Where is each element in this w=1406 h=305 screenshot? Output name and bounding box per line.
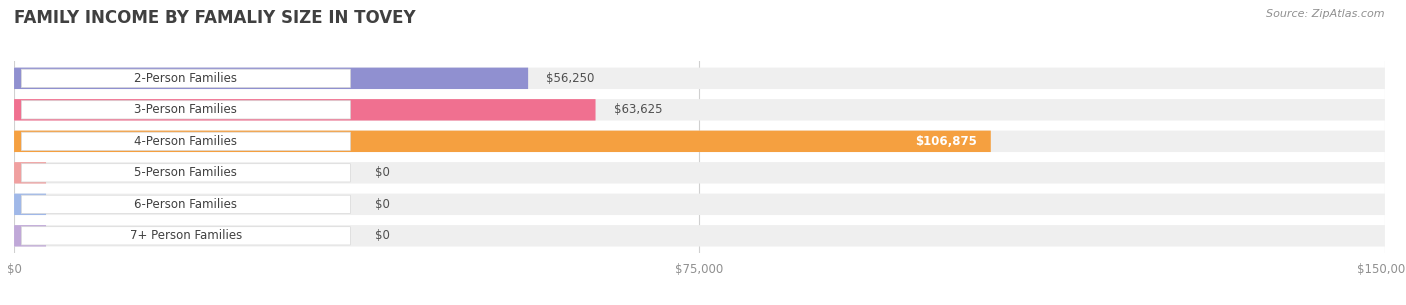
FancyBboxPatch shape [21, 69, 350, 88]
FancyBboxPatch shape [21, 227, 350, 245]
Text: $63,625: $63,625 [614, 103, 662, 116]
FancyBboxPatch shape [14, 99, 1385, 120]
FancyBboxPatch shape [14, 131, 991, 152]
FancyBboxPatch shape [14, 99, 596, 120]
FancyBboxPatch shape [14, 162, 46, 184]
FancyBboxPatch shape [21, 132, 350, 150]
FancyBboxPatch shape [14, 225, 46, 246]
Text: $0: $0 [375, 166, 389, 179]
Text: FAMILY INCOME BY FAMALIY SIZE IN TOVEY: FAMILY INCOME BY FAMALIY SIZE IN TOVEY [14, 9, 416, 27]
Text: 5-Person Families: 5-Person Families [135, 166, 238, 179]
Text: 2-Person Families: 2-Person Families [135, 72, 238, 85]
FancyBboxPatch shape [14, 194, 46, 215]
Text: 7+ Person Families: 7+ Person Families [129, 229, 242, 242]
Text: 3-Person Families: 3-Person Families [135, 103, 238, 116]
FancyBboxPatch shape [14, 225, 1385, 246]
FancyBboxPatch shape [14, 68, 1385, 89]
Text: $0: $0 [375, 229, 389, 242]
FancyBboxPatch shape [14, 131, 1385, 152]
Text: $106,875: $106,875 [915, 135, 977, 148]
Text: 6-Person Families: 6-Person Families [135, 198, 238, 211]
Text: $0: $0 [375, 198, 389, 211]
Text: Source: ZipAtlas.com: Source: ZipAtlas.com [1267, 9, 1385, 19]
Text: 4-Person Families: 4-Person Families [135, 135, 238, 148]
FancyBboxPatch shape [14, 68, 529, 89]
FancyBboxPatch shape [21, 195, 350, 214]
FancyBboxPatch shape [21, 164, 350, 182]
FancyBboxPatch shape [14, 162, 1385, 184]
FancyBboxPatch shape [14, 194, 1385, 215]
FancyBboxPatch shape [21, 101, 350, 119]
Text: $56,250: $56,250 [547, 72, 595, 85]
